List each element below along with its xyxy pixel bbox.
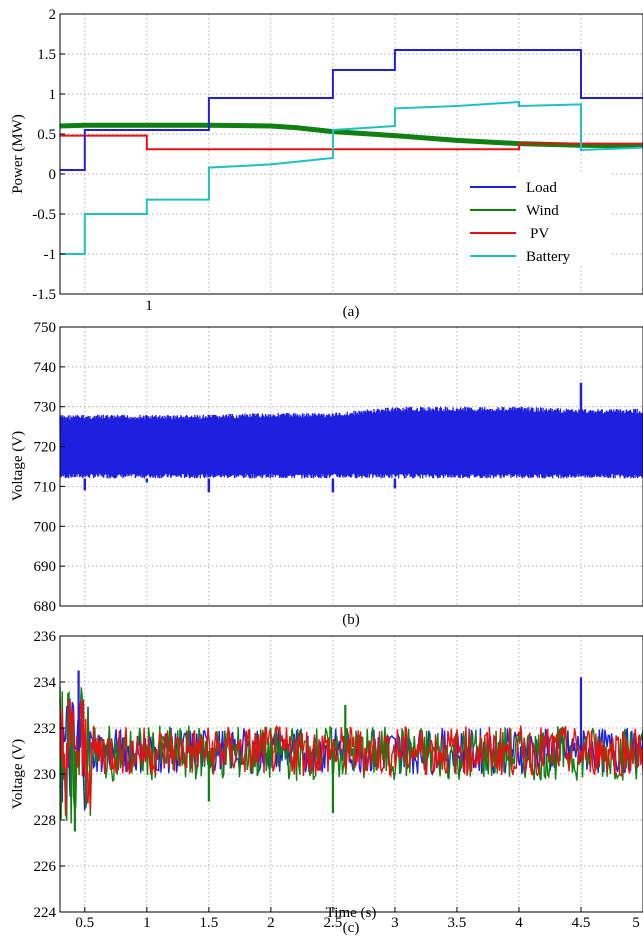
x-tick-label: 2	[267, 915, 275, 931]
series-line-voltage	[59, 406, 643, 479]
y-tick-label: 230	[34, 767, 57, 783]
panel-a-stray-tick: 1	[145, 298, 153, 314]
panel-c-y-ticks: 236 234 232 230 228 226 224	[34, 629, 65, 921]
caption-b: (b)	[342, 612, 360, 628]
y-tick-label: 720	[34, 440, 57, 456]
y-tick-label: 226	[34, 859, 57, 875]
panel-b-y-axis-title: Voltage (V)	[10, 431, 26, 501]
y-tick-label: 0.5	[37, 127, 56, 143]
series-line-pv	[60, 134, 643, 151]
panel-c-ac-voltage: 236 234 232 230 228 226 224 0.5 1 1.5 2 2.5 3 3.5 4 4.…	[10, 629, 643, 936]
x-tick-label: 1.5	[199, 915, 218, 931]
x-tick-label: 3	[391, 915, 399, 931]
y-tick-label: 740	[34, 360, 57, 376]
panel-b-y-ticks: 750 740 730 720 710 700 690 680	[34, 320, 65, 615]
legend-label-pv: PV	[530, 226, 549, 242]
y-tick-label: 680	[34, 599, 57, 615]
y-tick-label: 730	[34, 400, 57, 416]
y-tick-label: 2	[49, 7, 57, 23]
y-tick-label: 0	[49, 167, 57, 183]
y-tick-label: 1.5	[37, 47, 56, 63]
panel-b-series-group	[59, 382, 643, 493]
panel-c-series-group	[59, 670, 643, 832]
y-tick-label: 234	[34, 675, 57, 691]
panel-a-y-axis-title: Power (MW)	[10, 114, 26, 194]
panel-c-y-axis-title: Voltage (V)	[10, 739, 26, 809]
legend-label-battery: Battery	[526, 249, 571, 265]
panel-a-y-ticks: 2 1.5 1 0.5 0 -0.5 -1 -1.5	[32, 7, 65, 303]
panel-b-dc-voltage: 750 740 730 720 710 700 690 680 Voltage (V) (b)	[10, 320, 643, 628]
x-tick-label: 2.5	[324, 915, 343, 931]
panel-c-x-ticks: 0.5 1 1.5 2 2.5 3 3.5 4 4.5 5	[75, 907, 643, 931]
y-tick-label: 236	[34, 629, 57, 645]
y-tick-label: 232	[34, 721, 57, 737]
y-tick-label: 690	[34, 559, 57, 575]
legend-label-load: Load	[526, 180, 557, 196]
x-tick-label: 4.5	[572, 915, 591, 931]
caption-c: (c)	[343, 920, 360, 936]
y-tick-label: 224	[34, 905, 57, 921]
panel-b-frame	[59, 326, 643, 607]
x-tick-label: 1	[143, 915, 151, 931]
x-tick-label: 0.5	[75, 915, 94, 931]
y-tick-label: -1.5	[32, 287, 56, 303]
y-tick-label: -0.5	[32, 207, 56, 223]
y-tick-label: 700	[34, 519, 57, 535]
legend: Load Wind PV Battery	[460, 172, 610, 265]
y-tick-label: 228	[34, 813, 57, 829]
caption-a: (a)	[343, 304, 360, 320]
panel-a-series-group	[59, 49, 643, 255]
series-line-load	[60, 49, 643, 171]
y-tick-label: 1	[49, 87, 57, 103]
series-line-phase-c	[59, 697, 643, 816]
series-line-battery	[60, 100, 643, 255]
x-tick-label: 5	[632, 915, 640, 931]
panel-c-grid	[60, 636, 643, 912]
series-line-phase-a	[59, 701, 643, 811]
y-tick-label: 750	[34, 320, 57, 336]
y-tick-label: 710	[34, 479, 57, 495]
y-tick-label: -1	[44, 247, 57, 263]
x-tick-label: 3.5	[448, 915, 467, 931]
panel-a-frame	[59, 13, 643, 295]
x-tick-label: 4	[515, 915, 523, 931]
panel-a-power: 2 1.5 1 0.5 0 -0.5 -1 -1.5 Power (MW) 1 (a) Loa…	[10, 7, 643, 320]
legend-label-wind: Wind	[526, 203, 559, 219]
x-axis-title: Time (s)	[326, 905, 377, 921]
